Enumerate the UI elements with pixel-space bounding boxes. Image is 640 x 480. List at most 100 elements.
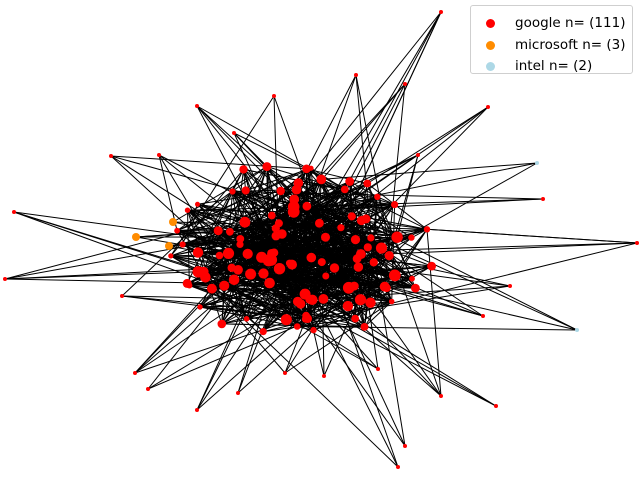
graph-edge xyxy=(426,228,638,244)
google-node xyxy=(322,374,326,378)
google-node xyxy=(391,201,399,209)
graph-edge xyxy=(366,183,442,397)
google-node xyxy=(427,261,436,271)
google-node xyxy=(3,277,7,281)
google-node xyxy=(360,323,369,331)
google-node xyxy=(271,231,281,241)
google-node xyxy=(317,258,326,267)
graph-edge xyxy=(275,235,511,287)
google-node xyxy=(287,201,300,213)
google-node xyxy=(236,240,244,248)
graph-edge xyxy=(121,295,356,320)
graph-edge xyxy=(267,258,578,331)
graph-edge xyxy=(284,301,392,374)
google-node xyxy=(376,367,380,371)
google-node xyxy=(232,131,236,135)
graph-edge xyxy=(323,285,511,300)
google-node xyxy=(272,94,276,98)
graph-edge xyxy=(297,326,578,331)
google-node xyxy=(329,263,340,273)
google-node xyxy=(213,226,223,236)
google-node xyxy=(391,231,403,243)
graph-edge xyxy=(233,132,428,230)
graph-edge xyxy=(271,242,638,254)
microsoft-node xyxy=(132,233,140,241)
graph-edge xyxy=(304,106,489,295)
google-node xyxy=(280,314,292,326)
graph-edge xyxy=(168,237,371,247)
graph-edge xyxy=(147,247,382,390)
graph-edge xyxy=(196,266,359,411)
google-node xyxy=(374,193,381,200)
google-node xyxy=(283,371,287,375)
graph-edge xyxy=(196,211,295,411)
google-node xyxy=(416,153,420,157)
graph-edge xyxy=(273,106,489,254)
graph-edge xyxy=(271,215,399,468)
google-node xyxy=(195,104,199,108)
google-node xyxy=(174,227,181,234)
google-node xyxy=(265,254,278,266)
graph-edge xyxy=(355,74,375,263)
graph-edge xyxy=(233,132,268,167)
google-node xyxy=(233,265,243,275)
intel-node xyxy=(575,328,579,332)
graph-edge xyxy=(4,278,355,287)
google-node xyxy=(258,268,269,279)
graph-edge xyxy=(396,154,419,238)
google-node xyxy=(219,280,230,291)
graph-edge xyxy=(270,259,406,447)
google-node xyxy=(120,294,124,298)
google-node xyxy=(486,105,490,109)
graph-edge xyxy=(321,162,538,180)
graph-edge xyxy=(394,229,428,276)
google-node xyxy=(306,252,317,263)
google-node xyxy=(365,297,376,308)
google-node xyxy=(494,404,498,408)
graph-edge xyxy=(293,198,544,208)
graph-edge xyxy=(121,295,310,301)
graph-edge xyxy=(182,244,413,280)
graph-nodes xyxy=(3,10,639,469)
google-node xyxy=(262,162,272,172)
graph-edge xyxy=(158,154,178,231)
graph-edge xyxy=(306,154,419,207)
graph-edge xyxy=(323,247,382,377)
graph-edge xyxy=(247,11,442,255)
google-node xyxy=(184,207,191,213)
graph-edge xyxy=(110,155,294,208)
google-node xyxy=(439,10,443,14)
google-node xyxy=(363,179,372,188)
google-node xyxy=(316,174,327,185)
legend-label-google: google n= (111) xyxy=(515,15,626,31)
google-node xyxy=(403,444,407,448)
google-node xyxy=(350,235,361,245)
graph-edge xyxy=(344,11,442,190)
graph-edge xyxy=(197,252,379,370)
microsoft-node xyxy=(169,218,177,226)
graph-edge xyxy=(297,242,638,327)
google-node xyxy=(310,326,317,334)
graph-edge xyxy=(170,95,275,257)
google-node xyxy=(267,211,276,220)
google-node xyxy=(222,247,235,259)
graph-edge xyxy=(237,237,412,394)
google-node xyxy=(264,277,275,289)
microsoft-marker xyxy=(486,41,495,50)
graph-edge xyxy=(275,227,484,317)
graph-edge xyxy=(297,182,399,468)
google-node xyxy=(200,272,211,283)
google-node xyxy=(384,251,394,261)
graph-edge xyxy=(211,288,399,468)
google-node xyxy=(408,234,415,241)
graph-edge xyxy=(172,166,268,223)
google-node xyxy=(182,278,192,288)
graph-edge xyxy=(360,254,379,370)
google-node xyxy=(157,153,161,157)
google-marker xyxy=(486,19,495,28)
google-node xyxy=(195,201,200,207)
legend-item-microsoft: microsoft n= (3) xyxy=(471,36,632,56)
google-node xyxy=(256,251,268,263)
graph-edge xyxy=(426,229,442,397)
google-node xyxy=(354,294,367,306)
